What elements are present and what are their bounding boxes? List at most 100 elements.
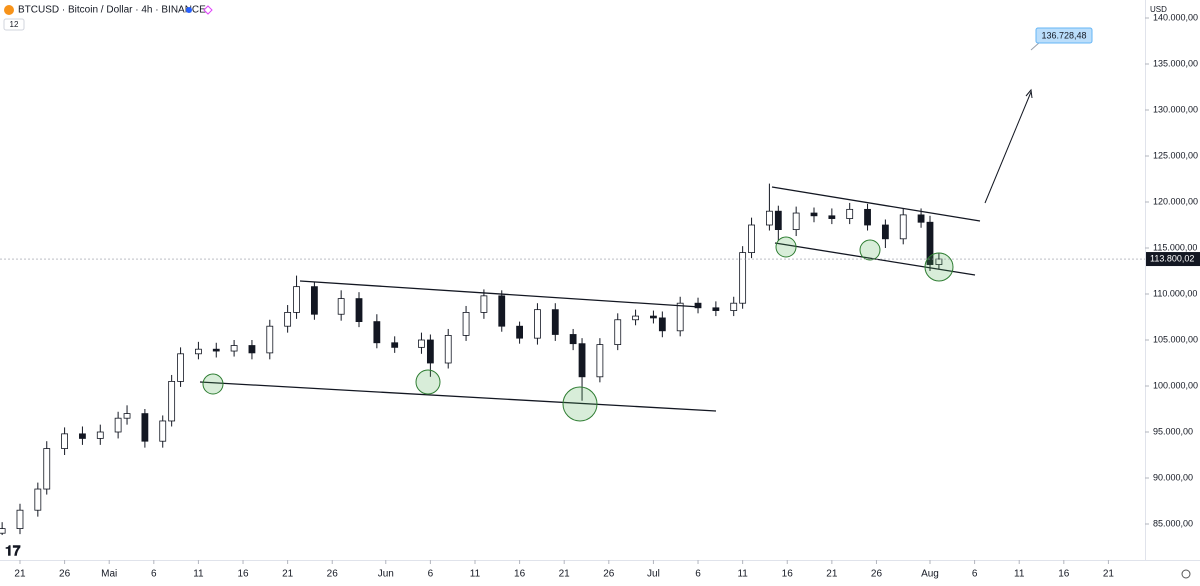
candle-body — [694, 302, 702, 309]
candle-body — [391, 342, 399, 348]
x-tick-label: Jun — [378, 569, 394, 580]
tv-logo: 𝟏𝟕 — [5, 543, 21, 559]
badge-box — [3, 18, 25, 31]
candle-body — [114, 417, 122, 433]
y-tick-label: 130.000,00 — [1153, 104, 1198, 114]
candle-body — [748, 224, 755, 254]
candle-body — [596, 344, 604, 378]
x-tick-label: 26 — [59, 569, 71, 580]
candle-body — [899, 214, 907, 240]
x-tick-label: Aug — [921, 569, 939, 580]
settings-icon[interactable] — [1181, 569, 1191, 579]
y-tick-label: 85.000,00 — [1153, 518, 1193, 528]
highlight-circle — [859, 239, 881, 261]
x-tick-label: 21 — [826, 569, 838, 580]
symbol-title: BTCUSD · Bitcoin / Dollar · 4h · BINANCE — [18, 5, 206, 16]
currency-label: USD — [1150, 5, 1167, 14]
y-tick-label: 110.000,00 — [1153, 288, 1197, 298]
candle-body — [480, 295, 488, 313]
candle-body — [739, 252, 747, 304]
highlight-circle — [415, 369, 441, 395]
y-tick-label: 115.000,00 — [1153, 242, 1197, 252]
x-tick-label: 11 — [470, 569, 481, 580]
candle-body — [828, 215, 836, 219]
candle-body — [846, 208, 854, 219]
candle-body — [935, 258, 943, 265]
candle-body — [293, 286, 300, 313]
last-price-box — [1146, 252, 1200, 267]
x-tick-label: 6 — [695, 569, 701, 580]
x-tick-label: 16 — [514, 569, 526, 580]
trendline — [771, 186, 981, 222]
candle-body — [926, 221, 934, 265]
highlight-circle — [924, 252, 954, 282]
candle-body — [16, 509, 24, 530]
candle-body — [658, 317, 666, 332]
candle-body — [248, 345, 256, 354]
candle-body — [810, 212, 818, 217]
candle-body — [462, 312, 470, 336]
candle-body — [551, 309, 559, 335]
candle-body — [355, 298, 363, 323]
candle-body — [676, 302, 684, 332]
x-tick-label: 26 — [871, 569, 883, 580]
candle-body — [534, 309, 541, 339]
x-tick-label: 26 — [603, 569, 615, 580]
x-tick-label: Mai — [101, 569, 117, 580]
candle-body — [426, 339, 434, 364]
candle-body — [123, 413, 131, 419]
target-label: 136.728,48 — [1041, 30, 1086, 40]
candle-body — [230, 345, 238, 352]
candle-body — [516, 325, 523, 339]
candle-body — [444, 335, 452, 364]
candle-body — [578, 343, 586, 378]
candle-body — [195, 348, 202, 355]
candle-body — [774, 210, 782, 231]
candle-body — [212, 348, 220, 352]
candle-body — [284, 312, 292, 327]
candle-body — [864, 208, 871, 226]
x-tick-label: 21 — [559, 569, 571, 580]
y-tick-label: 95.000,00 — [1153, 426, 1193, 436]
badge[interactable]: 12 — [10, 20, 19, 29]
candle-body — [266, 325, 274, 354]
btc-icon — [4, 5, 14, 15]
y-tick-label: 135.000,00 — [1153, 58, 1198, 68]
candle-body — [614, 319, 622, 346]
y-tick-label: 100.000,00 — [1153, 380, 1198, 390]
x-tick-label: 21 — [282, 569, 294, 580]
candle-body — [712, 307, 720, 311]
status-dot — [186, 7, 192, 13]
candle-body — [177, 353, 184, 382]
candle-body — [373, 321, 381, 344]
x-tick-label: 16 — [782, 569, 794, 580]
trendline — [199, 381, 717, 412]
y-tick-label: 125.000,00 — [1153, 150, 1198, 160]
arrow-head — [1025, 88, 1033, 99]
highlight-circle — [562, 386, 598, 422]
candle-body — [650, 315, 657, 319]
flag-icon — [203, 5, 213, 15]
candle-body — [730, 302, 738, 311]
candle-body — [310, 286, 318, 315]
candle-body — [159, 420, 167, 442]
x-tick-label: 11 — [737, 569, 748, 580]
x-tick-label: 6 — [972, 569, 978, 580]
candle-body — [792, 212, 800, 231]
candle-body — [418, 339, 425, 348]
candle-body — [79, 433, 86, 439]
trendline — [299, 280, 701, 308]
arrow — [984, 91, 1032, 204]
candle-body — [96, 431, 104, 439]
target-box — [1035, 27, 1093, 44]
candle-body — [34, 488, 42, 511]
candle-body — [881, 224, 889, 240]
x-tick-label: 26 — [327, 569, 339, 580]
y-tick-label: 90.000,00 — [1153, 472, 1193, 482]
candle-body — [0, 528, 6, 534]
candle-body — [569, 334, 577, 345]
x-tick-label: 6 — [428, 569, 434, 580]
candle-body — [498, 295, 506, 327]
x-tick-label: 11 — [1014, 569, 1025, 580]
